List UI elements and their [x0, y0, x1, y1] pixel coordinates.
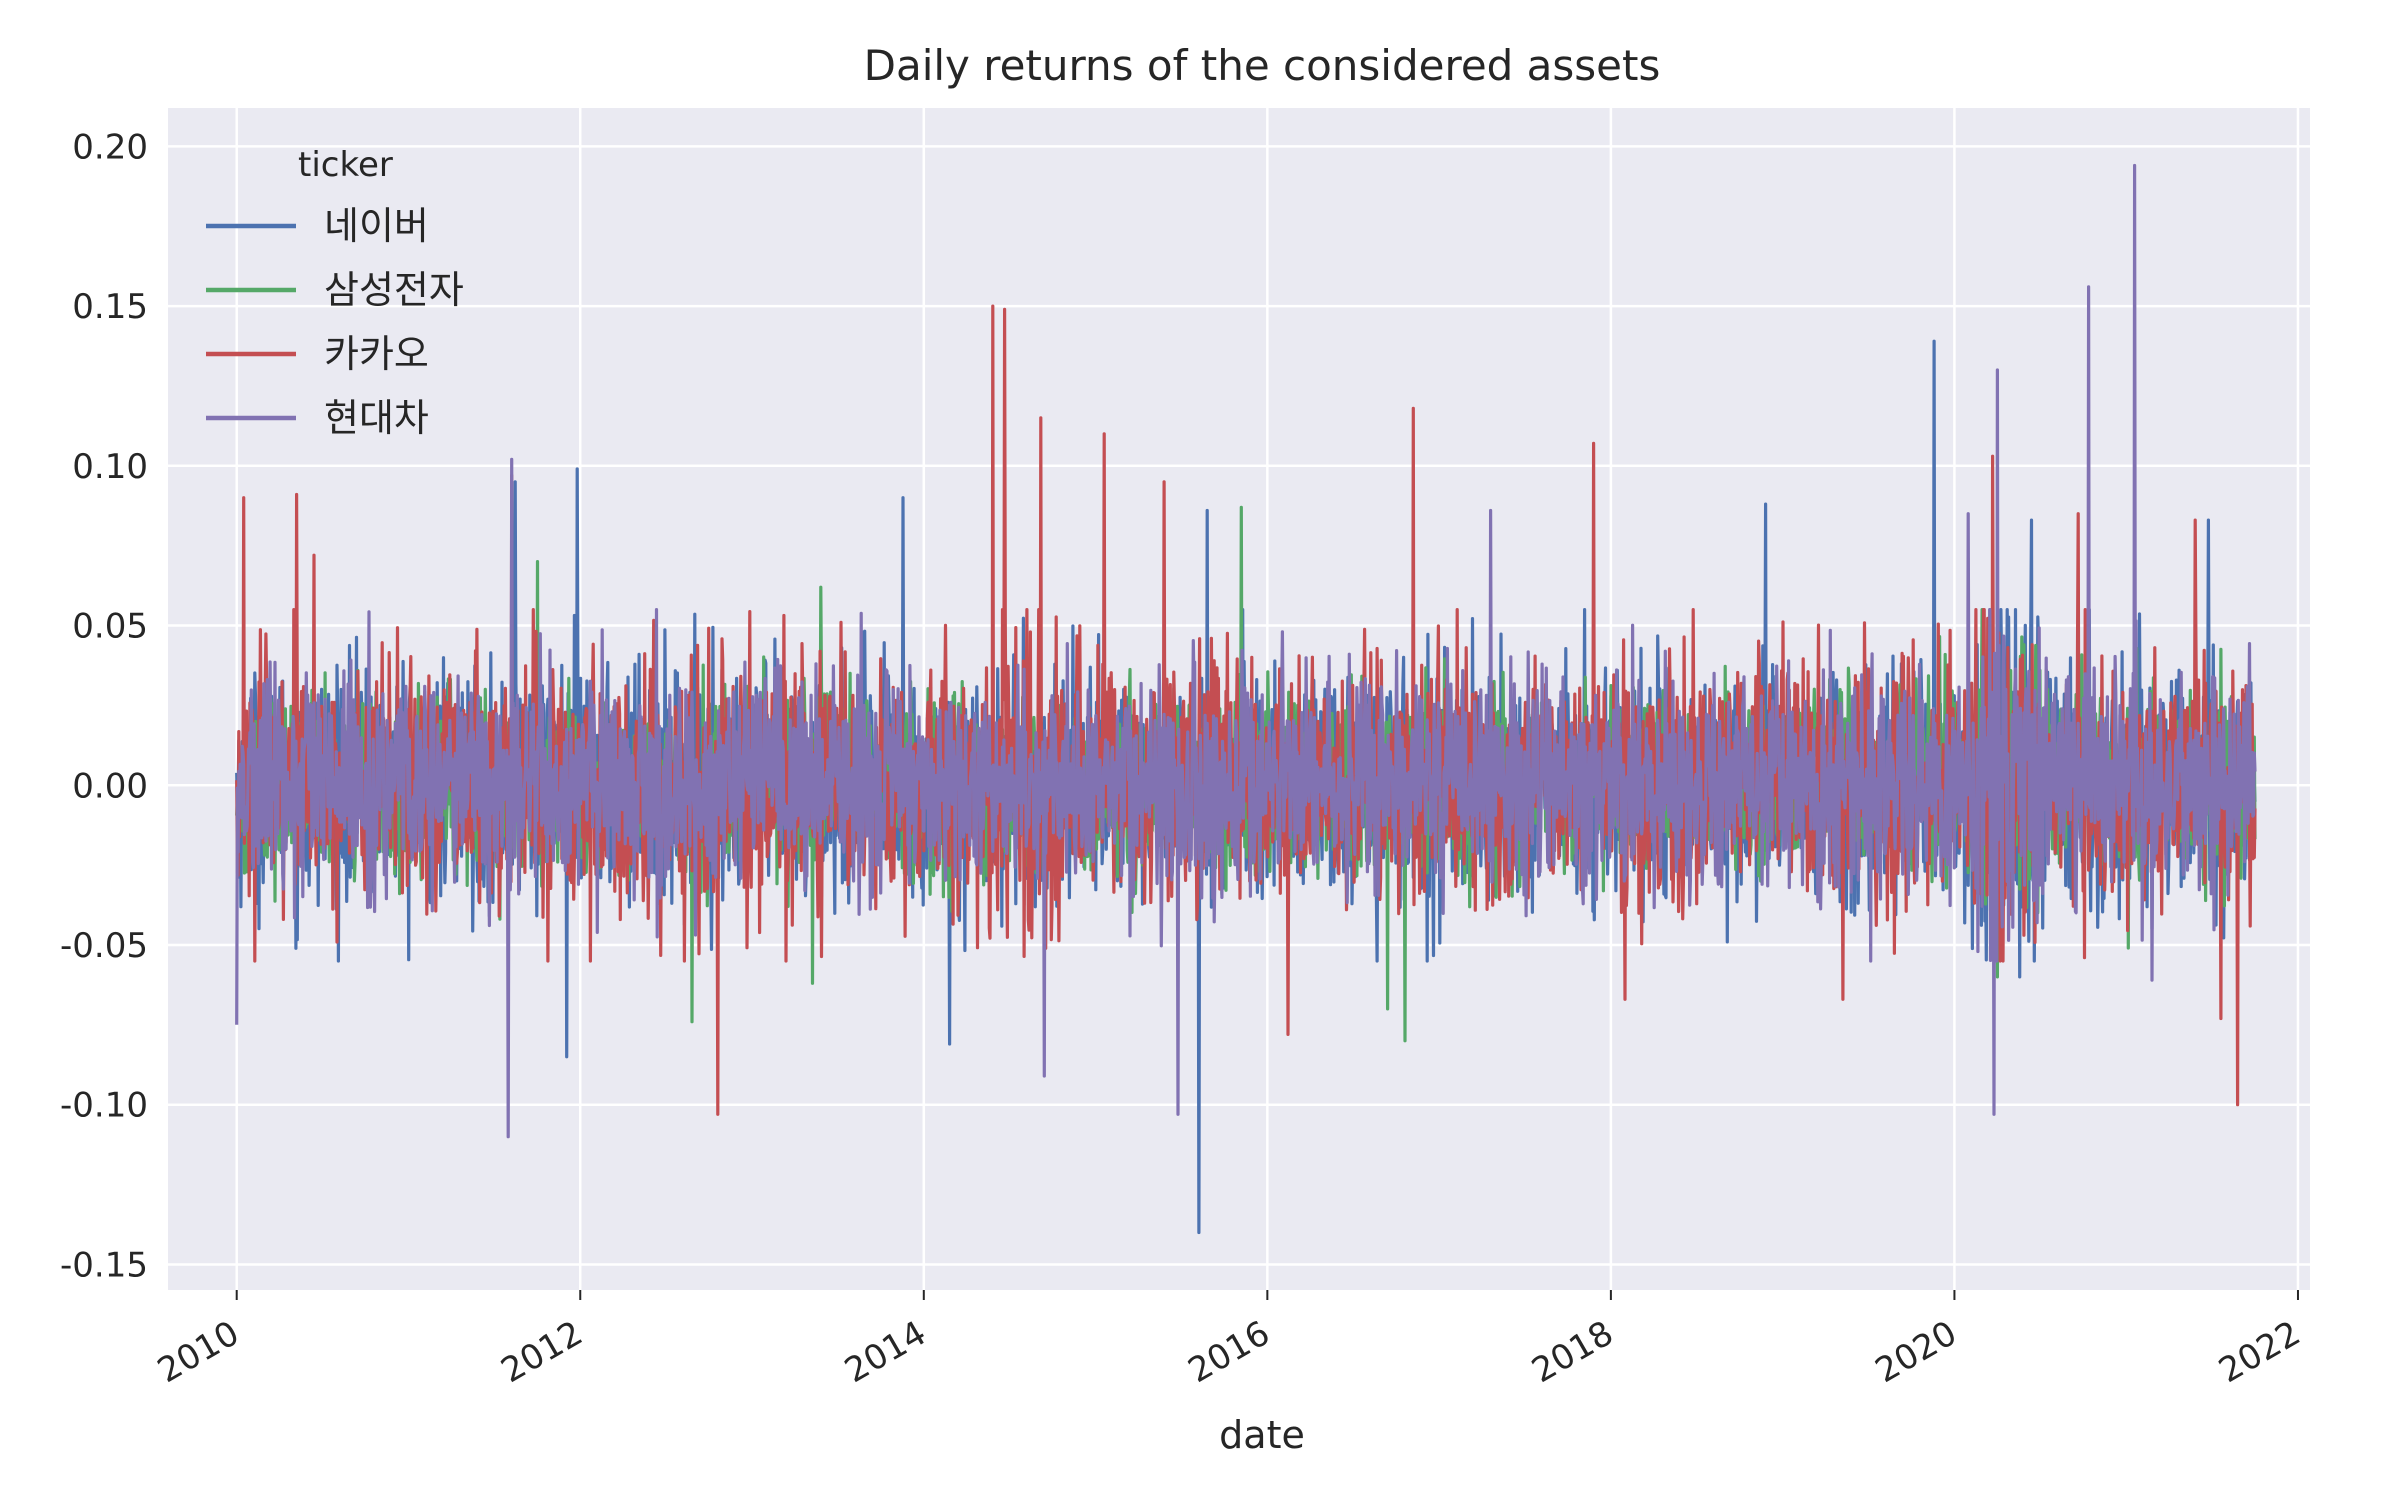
x-tick-label: 2010 [151, 1313, 246, 1391]
y-tick-label: 0.05 [72, 607, 148, 647]
y-tick-label: -0.15 [60, 1245, 148, 1285]
legend-label: 현대차 [324, 396, 429, 440]
legend-label: 삼성전자 [324, 268, 464, 312]
chart-title: Daily returns of the considered assets [864, 41, 1661, 90]
y-tick-label: 0.20 [72, 127, 148, 167]
x-tick-label: 2020 [1869, 1313, 1964, 1391]
y-tick-label: 0.10 [72, 447, 148, 487]
legend-label: 네이버 [324, 204, 429, 248]
x-tick-label: 2022 [2212, 1313, 2307, 1391]
y-tick-label: 0.15 [72, 287, 148, 327]
x-tick-label: 2016 [1182, 1313, 1277, 1391]
x-tick-label: 2012 [495, 1313, 590, 1391]
y-tick-label: 0.00 [72, 766, 148, 806]
series-line [235, 163, 2257, 1139]
x-tick-label: 2018 [1525, 1313, 1620, 1391]
legend-label: 카카오 [324, 332, 429, 376]
legend-title: ticker [298, 145, 393, 185]
y-tick-label: -0.10 [60, 1086, 148, 1126]
series-group [235, 163, 2257, 1235]
x-axis-title: date [1219, 1413, 1305, 1457]
y-tick-label: -0.05 [60, 926, 148, 966]
x-tick-label: 2014 [838, 1313, 933, 1391]
